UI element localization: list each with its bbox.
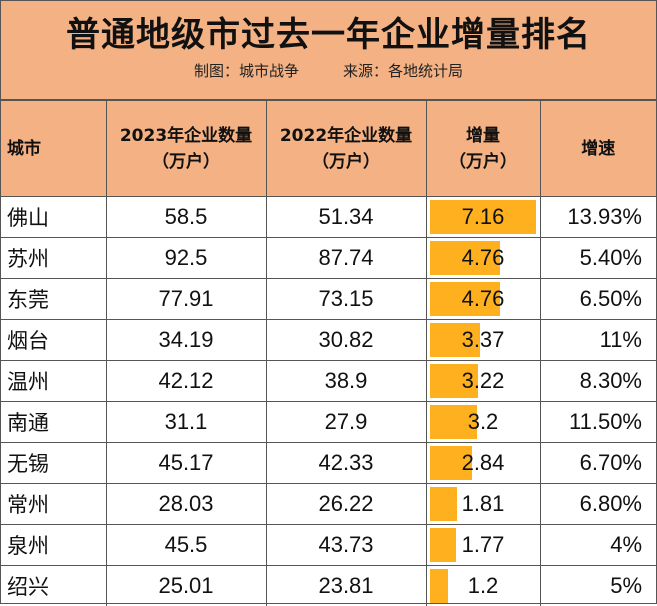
growth-value: 1.77 (462, 532, 505, 557)
growth-cell: 4.76 (426, 238, 540, 279)
city-cell: 温州 (1, 361, 106, 402)
page-title: 普通地级市过去一年企业增量排名 (1, 1, 656, 55)
rate-cell: 4% (540, 525, 656, 566)
subtitle-line: 制图：城市战争 来源：各地统计局 (1, 61, 656, 81)
count-2023-cell: 31.1 (106, 402, 266, 443)
header-rate: 增速 (540, 101, 656, 197)
growth-value: 3.22 (462, 368, 505, 393)
header-2023-label: 2023年企业数量 (107, 123, 266, 149)
header-rate-label: 增速 (541, 136, 657, 162)
growth-cell: 3.22 (426, 361, 540, 402)
growth-cell: 1.2 (426, 566, 540, 606)
growth-value: 1.81 (462, 491, 505, 516)
source-credit: 来源：各地统计局 (343, 61, 463, 81)
rate-cell: 8.30% (540, 361, 656, 402)
header-growth-label: 增量 (427, 123, 540, 149)
header-city: 城市 (1, 101, 106, 197)
growth-cell: 1.81 (426, 484, 540, 525)
count-2023-cell: 28.03 (106, 484, 266, 525)
count-2022-cell: 43.73 (266, 525, 426, 566)
city-cell: 常州 (1, 484, 106, 525)
count-2023-cell: 45.17 (106, 443, 266, 484)
growth-value: 7.16 (462, 204, 505, 229)
city-cell: 东莞 (1, 279, 106, 320)
header-growth-unit: （万户） (427, 149, 540, 175)
count-2023-cell: 92.5 (106, 238, 266, 279)
rate-cell: 6.70% (540, 443, 656, 484)
rate-cell: 13.93% (540, 197, 656, 238)
header-2023: 2023年企业数量 （万户） (106, 101, 266, 197)
header-2022: 2022年企业数量 （万户） (266, 101, 426, 197)
header-growth: 增量 （万户） (426, 101, 540, 197)
maker-credit: 制图：城市战争 (194, 61, 299, 81)
city-cell: 绍兴 (1, 566, 106, 606)
rate-cell: 6.50% (540, 279, 656, 320)
title-banner: 普通地级市过去一年企业增量排名 制图：城市战争 来源：各地统计局 (1, 1, 656, 100)
city-cell: 泉州 (1, 525, 106, 566)
count-2023-cell: 34.19 (106, 320, 266, 361)
count-2022-cell: 27.9 (266, 402, 426, 443)
growth-value: 2.84 (462, 450, 505, 475)
ranking-table: 城市 2023年企业数量 （万户） 2022年企业数量 （万户） 增量 （万户）… (1, 100, 656, 606)
growth-cell: 3.2 (426, 402, 540, 443)
count-2023-cell: 58.5 (106, 197, 266, 238)
count-2022-cell: 26.22 (266, 484, 426, 525)
growth-cell: 3.37 (426, 320, 540, 361)
growth-cell: 1.77 (426, 525, 540, 566)
header-2022-label: 2022年企业数量 (267, 123, 426, 149)
city-cell: 烟台 (1, 320, 106, 361)
rate-cell: 11% (540, 320, 656, 361)
city-cell: 苏州 (1, 238, 106, 279)
count-2023-cell: 45.5 (106, 525, 266, 566)
count-2022-cell: 87.74 (266, 238, 426, 279)
growth-databar (430, 528, 456, 562)
count-2023-cell: 77.91 (106, 279, 266, 320)
header-city-label: 城市 (7, 136, 106, 162)
count-2022-cell: 73.15 (266, 279, 426, 320)
rate-cell: 6.80% (540, 484, 656, 525)
city-cell: 佛山 (1, 197, 106, 238)
rate-cell: 11.50% (540, 402, 656, 443)
growth-value: 4.76 (462, 286, 505, 311)
header-2023-unit: （万户） (107, 149, 266, 175)
count-2023-cell: 25.01 (106, 566, 266, 606)
count-2023-cell: 42.12 (106, 361, 266, 402)
count-2022-cell: 51.34 (266, 197, 426, 238)
city-cell: 南通 (1, 402, 106, 443)
growth-databar (430, 569, 448, 603)
growth-cell: 4.76 (426, 279, 540, 320)
growth-cell: 2.84 (426, 443, 540, 484)
count-2022-cell: 23.81 (266, 566, 426, 606)
header-2022-unit: （万户） (267, 149, 426, 175)
rate-cell: 5.40% (540, 238, 656, 279)
count-2022-cell: 42.33 (266, 443, 426, 484)
growth-value: 3.37 (462, 327, 505, 352)
growth-cell: 7.16 (426, 197, 540, 238)
city-cell: 无锡 (1, 443, 106, 484)
header-row: 城市 2023年企业数量 （万户） 2022年企业数量 （万户） 增量 （万户）… (1, 101, 656, 197)
rate-cell: 5% (540, 566, 656, 606)
count-2022-cell: 30.82 (266, 320, 426, 361)
growth-value: 4.76 (462, 245, 505, 270)
growth-value: 1.2 (468, 573, 499, 598)
growth-value: 3.2 (468, 409, 499, 434)
growth-databar (430, 487, 457, 521)
count-2022-cell: 38.9 (266, 361, 426, 402)
